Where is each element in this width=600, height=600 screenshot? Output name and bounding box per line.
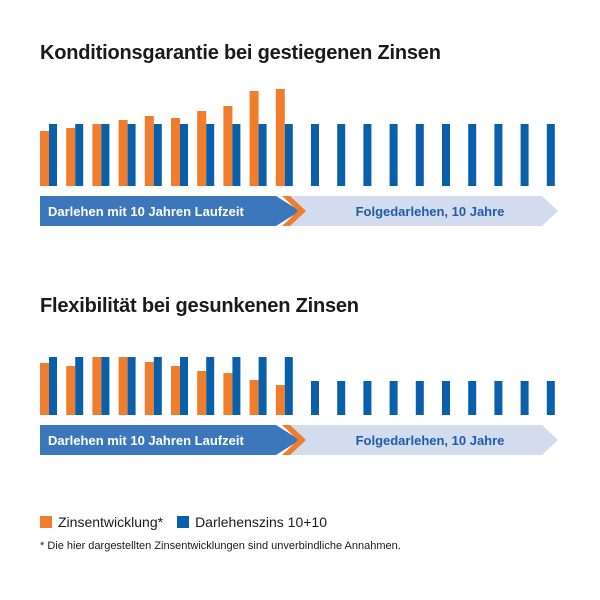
bar-darlehenszins — [258, 357, 267, 415]
bar-zinsentwicklung — [197, 111, 207, 186]
phase-arrow-accent — [282, 196, 306, 226]
bar-zinsentwicklung — [66, 366, 76, 415]
bar-darlehenszins — [520, 124, 529, 186]
bar-darlehenszins — [363, 381, 372, 415]
bar-zinsentwicklung — [249, 91, 259, 186]
bar-darlehenszins — [337, 124, 346, 186]
bar-darlehenszins — [468, 381, 477, 415]
chart-1: Darlehen mit 10 Jahren Laufzeit Folgedarl… — [40, 89, 558, 226]
bar-darlehenszins — [232, 357, 241, 415]
footnote: * Die hier dargestellten Zinsentwicklung… — [40, 540, 401, 552]
bar-darlehenszins — [311, 124, 319, 186]
bar-zinsentwicklung — [223, 106, 233, 186]
bar-darlehenszins — [415, 124, 424, 186]
bar-darlehenszins — [206, 357, 215, 415]
phase-arrow-accent — [282, 425, 306, 455]
bar-zinsentwicklung — [275, 385, 285, 415]
phase-label-darlehen: Darlehen mit 10 Jahren Laufzeit — [48, 433, 244, 448]
bar-darlehenszins — [101, 357, 110, 415]
chart-2-title: Flexibilität bei gesunkenen Zinsen — [40, 295, 359, 317]
bar-zinsentwicklung — [40, 363, 49, 415]
bar-darlehenszins — [442, 124, 450, 186]
bar-darlehenszins — [153, 124, 162, 186]
chart-1-title: Konditionsgarantie bei gestiegenen Zinse… — [40, 42, 441, 64]
legend-label-darlehenszins: Darlehenszins 10+10 — [195, 514, 327, 530]
bar-zinsentwicklung — [275, 89, 285, 186]
phase-label-folgedarlehen: Folgedarlehen, 10 Jahre — [356, 433, 505, 448]
bar-darlehenszins — [468, 124, 477, 186]
bar-darlehenszins — [546, 124, 555, 186]
phase-label-folgedarlehen: Folgedarlehen, 10 Jahre — [356, 204, 505, 219]
bar-darlehenszins — [546, 381, 555, 415]
bar-darlehenszins — [101, 124, 110, 186]
bar-darlehenszins — [49, 124, 57, 186]
legend: Zinsentwicklung* Darlehenszins 10+10 — [40, 514, 341, 530]
phase-label-darlehen: Darlehen mit 10 Jahren Laufzeit — [48, 204, 244, 219]
bar-zinsentwicklung — [92, 357, 102, 415]
bar-darlehenszins — [494, 124, 503, 186]
bar-zinsentwicklung — [144, 116, 154, 186]
bar-zinsentwicklung — [66, 128, 76, 186]
bar-zinsentwicklung — [118, 120, 128, 186]
bar-darlehenszins — [127, 124, 136, 186]
phase-arrow-darlehen — [40, 425, 300, 455]
bar-zinsentwicklung — [249, 380, 259, 415]
bar-darlehenszins — [232, 124, 241, 186]
bar-zinsentwicklung — [40, 131, 49, 186]
bar-darlehenszins — [75, 357, 84, 415]
bar-darlehenszins — [442, 381, 450, 415]
phase-arrow-folgedarlehen — [282, 196, 558, 226]
bar-darlehenszins — [389, 381, 398, 415]
bar-darlehenszins — [75, 124, 84, 186]
bar-darlehenszins — [180, 124, 188, 186]
bar-darlehenszins — [153, 357, 162, 415]
phase-arrow-folgedarlehen — [282, 425, 558, 455]
bar-darlehenszins — [206, 124, 215, 186]
bar-zinsentwicklung — [144, 362, 154, 415]
bar-zinsentwicklung — [223, 373, 233, 415]
bar-zinsentwicklung — [118, 357, 128, 415]
legend-swatch-orange — [40, 516, 52, 528]
bar-darlehenszins — [363, 124, 372, 186]
bar-darlehenszins — [258, 124, 267, 186]
bar-zinsentwicklung — [197, 371, 207, 415]
bar-darlehenszins — [494, 381, 503, 415]
bar-darlehenszins — [389, 124, 398, 186]
bar-darlehenszins — [284, 124, 293, 186]
bar-darlehenszins — [415, 381, 424, 415]
bar-darlehenszins — [337, 381, 346, 415]
legend-swatch-blue — [177, 516, 190, 528]
chart-2: Darlehen mit 10 Jahren Laufzeit Folgedarl… — [40, 357, 558, 455]
bar-zinsentwicklung — [92, 124, 102, 186]
bar-darlehenszins — [311, 381, 319, 415]
bar-darlehenszins — [127, 357, 136, 415]
phase-arrow-darlehen — [40, 196, 300, 226]
bar-darlehenszins — [49, 357, 57, 415]
bar-zinsentwicklung — [171, 118, 180, 186]
bar-darlehenszins — [520, 381, 529, 415]
bar-zinsentwicklung — [171, 366, 180, 415]
bar-darlehenszins — [284, 357, 293, 415]
legend-item-zinsentwicklung: Zinsentwicklung* — [40, 514, 163, 530]
bar-darlehenszins — [180, 357, 188, 415]
legend-label-zinsentwicklung: Zinsentwicklung* — [58, 514, 164, 530]
legend-item-darlehenszins: Darlehenszins 10+10 — [177, 514, 327, 530]
